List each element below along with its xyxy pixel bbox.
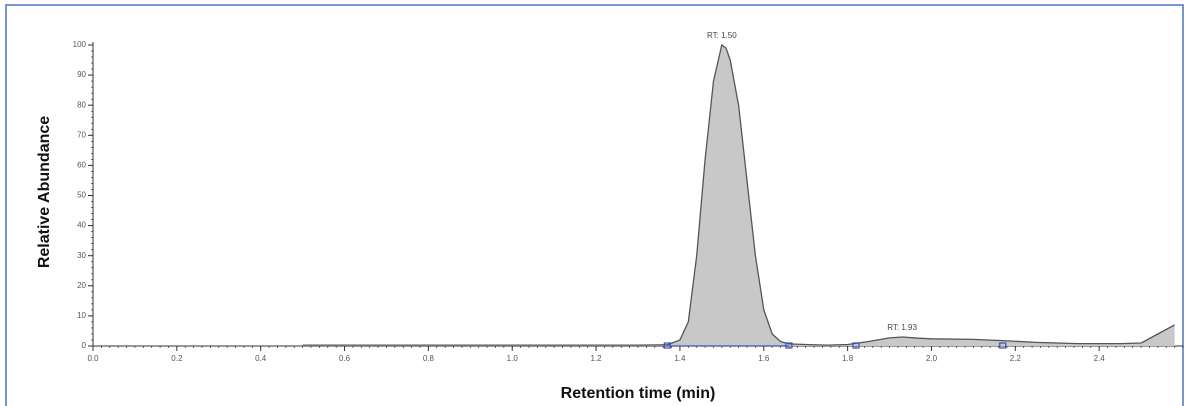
x-tick-label: 0.2	[171, 354, 183, 363]
y-tick-label: 20	[77, 281, 86, 290]
y-tick-label: 30	[77, 251, 86, 260]
x-tick-label: 1.4	[674, 354, 686, 363]
y-tick-label: 100	[73, 40, 87, 49]
x-axis-title: Retention time (min)	[561, 385, 716, 402]
x-tick-label: 0.4	[255, 354, 267, 363]
x-tick-label: 1.8	[842, 354, 854, 363]
x-tick-label: 0.6	[339, 354, 351, 363]
frame	[5, 4, 1184, 406]
y-tick-label: 50	[77, 191, 86, 200]
y-tick-label: 80	[77, 100, 86, 109]
peak-label: RT: 1.50	[707, 31, 737, 40]
y-tick-label: 90	[77, 70, 86, 79]
area-fill	[302, 45, 1175, 346]
integration-marker	[852, 342, 860, 349]
y-tick-label: 10	[77, 311, 86, 320]
x-tick-label: 0.8	[423, 354, 435, 363]
trace-line	[302, 43, 1175, 346]
x-tick-label: 2.0	[926, 354, 938, 363]
y-tick-label: 60	[77, 161, 86, 170]
integration-marker	[999, 342, 1007, 349]
x-tick-label: 1.0	[507, 354, 519, 363]
x-tick-label: 1.2	[591, 354, 603, 363]
y-tick-label: 70	[77, 130, 86, 139]
y-tick-label: 0	[82, 341, 87, 350]
x-tick-label: 0.0	[87, 354, 99, 363]
y-axis-title: Relative Abundance	[36, 116, 53, 268]
x-tick-label: 2.4	[1094, 354, 1106, 363]
y-tick-label: 40	[77, 221, 86, 230]
peak-label: RT: 1.93	[887, 323, 917, 332]
x-tick-label: 2.2	[1010, 354, 1022, 363]
x-tick-label: 1.6	[758, 354, 770, 363]
